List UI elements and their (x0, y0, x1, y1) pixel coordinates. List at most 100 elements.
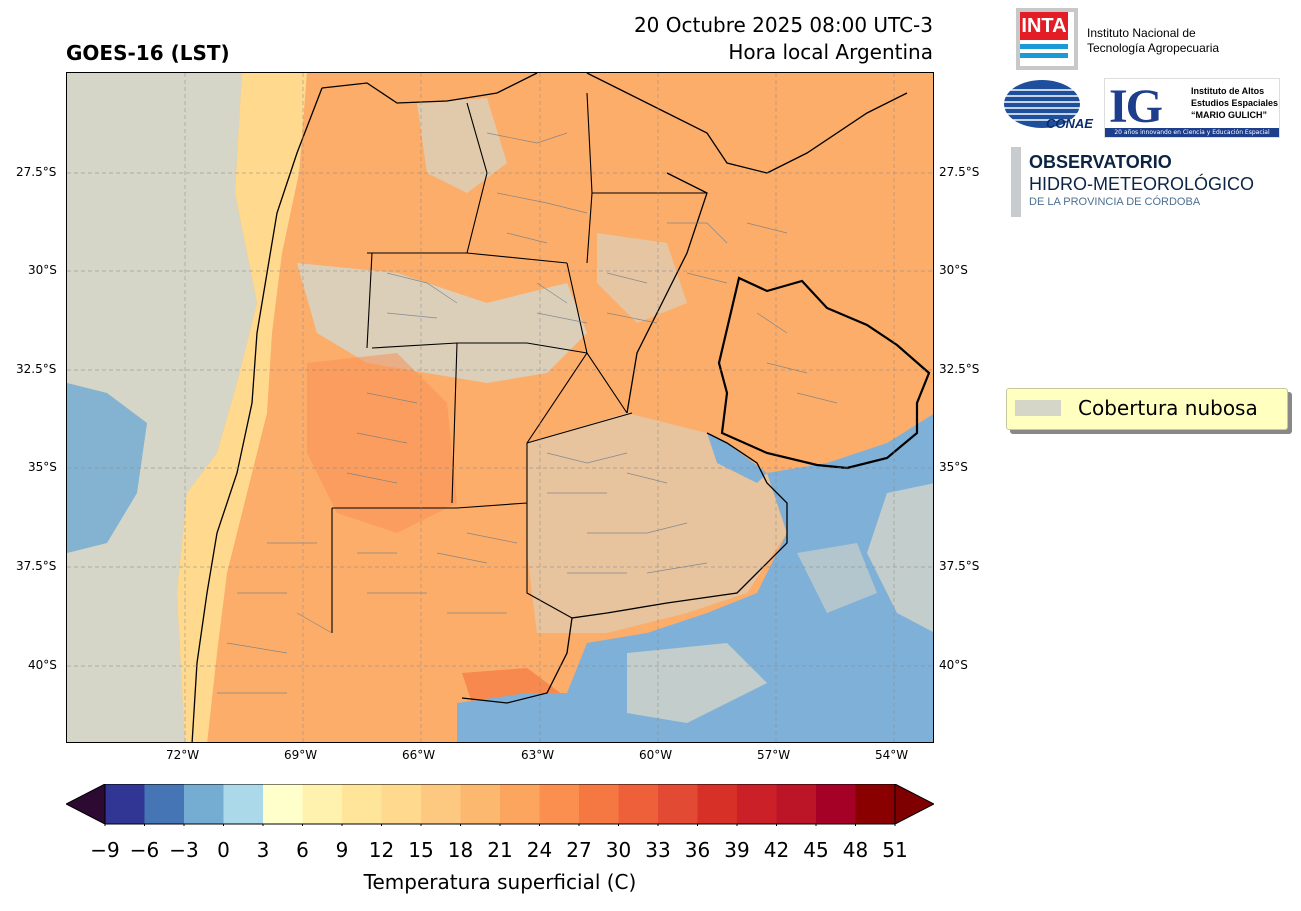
lat-tick-left: 30°S (28, 263, 57, 277)
colorbar-bin (500, 784, 540, 824)
inta-name-line2: Tecnología Agropecuaria (1087, 41, 1220, 55)
map-grid (67, 73, 933, 742)
lat-tick-left: 27.5°S (16, 165, 57, 179)
ig-name-line2: Estudios Espaciales (1191, 98, 1279, 108)
colorbar-bin (223, 784, 264, 824)
observatorio-line1: OBSERVATORIO (1029, 152, 1172, 172)
colorbar-bin (776, 784, 817, 824)
colorbar-tick: 6 (296, 838, 309, 862)
lon-tick: 60°W (639, 748, 673, 762)
cloud-legend: Cobertura nubosa (1006, 388, 1288, 430)
observatorio-line2: HIDRO-METEOROLÓGICO (1029, 174, 1255, 194)
colorbar-tick: −9 (90, 838, 120, 862)
colorbar-over-arrow (894, 784, 934, 825)
lat-tick-right: 27.5°S (939, 165, 980, 179)
colorbar-tick: 36 (684, 838, 711, 862)
lat-tick-left: 35°S (28, 460, 57, 474)
ig-name-line1: Instituto de Altos (1191, 86, 1265, 96)
ig-logo: IG Instituto de Altos Estudios Espaciale… (1104, 78, 1280, 138)
colorbar-tick: 12 (368, 838, 395, 862)
lon-tick: 69°W (284, 748, 318, 762)
atlantic-cloud-south (627, 643, 767, 723)
colorbar-bin (184, 784, 224, 824)
colorbar-tick: −6 (129, 838, 160, 862)
colorbar-bin (579, 784, 619, 824)
local-time-label: Hora local Argentina (728, 40, 933, 64)
inta-logo-mark: INTA (1020, 12, 1068, 40)
lat-tick-right: 40°S (939, 658, 968, 672)
atlantic-cloud-mid (797, 543, 877, 613)
colorbar-bin (381, 784, 422, 824)
colorbar-under-arrow (66, 784, 106, 825)
temperature-map (66, 72, 934, 743)
lat-tick-left: 37.5°S (16, 559, 57, 573)
colorbar-bin (144, 784, 185, 824)
colorbar-bin (460, 784, 501, 824)
colorbar-tick: 45 (803, 838, 829, 862)
colorbar-tick: 21 (487, 838, 513, 862)
lat-tick-right: 37.5°S (939, 559, 980, 573)
datetime-label: 20 Octubre 2025 08:00 UTC-3 (633, 13, 933, 37)
atlantic-cloud-east (867, 483, 933, 632)
west-cloud-area (67, 73, 257, 742)
colorbar-tick: 30 (605, 838, 632, 862)
colorbar-bin (816, 784, 856, 824)
lon-tick: 63°W (521, 748, 555, 762)
colorbar-tick: 33 (645, 838, 671, 862)
datetime-title: 20 Octubre 2025 08:00 UTC-3 Hora local A… (634, 12, 933, 66)
lat-tick-left: 40°S (28, 658, 57, 672)
cloud-legend-label: Cobertura nubosa (1078, 396, 1258, 420)
conae-wordmark: CONAE (1046, 116, 1093, 131)
colorbar-bin (737, 784, 777, 824)
cloud-legend-swatch (1015, 400, 1061, 416)
temperature-colorbar (66, 784, 934, 826)
lon-tick: 57°W (757, 748, 791, 762)
colorbar-bin (342, 784, 382, 824)
colorbar-bin (421, 784, 461, 824)
colorbar-tick: −3 (169, 838, 199, 862)
colorbar-bin (618, 784, 659, 824)
lat-tick-right: 30°S (939, 263, 968, 277)
colorbar-bin (658, 784, 698, 824)
inta-name: Instituto Nacional de Tecnología Agropec… (1087, 26, 1219, 56)
colorbar-tick: 3 (256, 838, 270, 862)
conae-logo (1004, 80, 1080, 128)
ig-footer: 20 años innovando en Ciencia y Educación… (1105, 128, 1279, 137)
lat-tick-left: 32.5°S (16, 362, 57, 376)
observatorio-line3: DE LA PROVINCIA DE CÓRDOBA (1029, 196, 1201, 208)
country-borders (191, 73, 908, 742)
cuyo-warm-core (307, 353, 457, 533)
colorbar-bin (855, 784, 896, 824)
colorbar-tick: 0 (217, 838, 230, 862)
colorbar-bin (302, 784, 343, 824)
colorbar-tick: 18 (447, 838, 474, 862)
atlantic-ocean (457, 414, 933, 742)
department-borders (217, 132, 838, 694)
rio-de-la-plata (707, 433, 767, 483)
ig-logo-mark: IG (1109, 80, 1163, 133)
lat-tick-right: 35°S (939, 460, 968, 474)
colorbar-tick: 9 (335, 838, 349, 862)
product-title: GOES-16 (LST) (66, 41, 230, 65)
colorbar-tick: 15 (408, 838, 434, 862)
chaco-cloud-patch (597, 233, 687, 323)
uruguay-border (717, 276, 931, 470)
colorbar-bin (539, 784, 580, 824)
pacific-cool-patch (67, 383, 147, 553)
ig-name: Instituto de Altos Estudios Espaciales “… (1191, 85, 1278, 121)
colorbar-label: Temperatura superficial (C) (363, 870, 637, 894)
north-cloud-patch (417, 98, 507, 193)
lon-tick: 66°W (402, 748, 436, 762)
colorbar-tick: 24 (526, 838, 553, 862)
colorbar-tick: 27 (566, 838, 592, 862)
inta-name-line1: Instituto Nacional de (1087, 26, 1196, 40)
observatorio-logo-bar (1011, 147, 1021, 217)
colorbar-bin (263, 784, 303, 824)
map-canvas (67, 73, 933, 742)
colorbar-tick: 39 (724, 838, 750, 862)
colorbar-bin (105, 784, 145, 824)
ig-name-line3: “MARIO GULICH” (1191, 110, 1267, 120)
colorbar-bin (697, 784, 738, 824)
lat-tick-right: 32.5°S (939, 362, 980, 376)
lon-tick: 54°W (875, 748, 909, 762)
